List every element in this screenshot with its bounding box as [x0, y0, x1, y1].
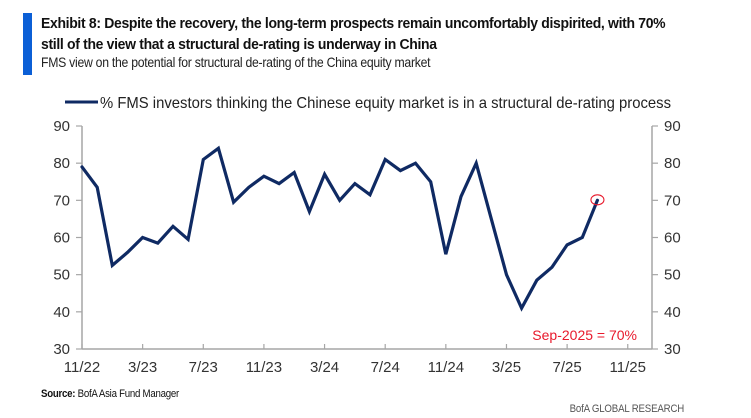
axes: 30 30 40 40 50 50 60 60 70 70 80 80 90 90 11/22 3/23 7/2… [53, 118, 680, 376]
y-tick-label-right: 40 [664, 304, 681, 321]
annotation-label: Sep-2025 = 70% [532, 327, 637, 343]
series-group [80, 145, 600, 312]
x-tick-label: 11/24 [428, 359, 464, 376]
chart-subtitle: FMS view on the potential for structural… [41, 55, 431, 70]
chart-title-line-2: still of the view that a structural de-r… [41, 36, 437, 53]
y-tick-label-right: 50 [664, 267, 681, 284]
source-label: Source: [41, 388, 76, 400]
x-tick-label: 7/23 [189, 359, 218, 376]
annotations: Sep-2025 = 70% [532, 194, 637, 343]
legend-label: % FMS investors thinking the Chinese equ… [100, 95, 671, 112]
title-accent-bar [23, 13, 32, 75]
chart-title-line-1: Exhibit 8: Despite the recovery, the lon… [41, 15, 666, 32]
y-tick-label-left: 80 [53, 155, 70, 172]
x-tick-label: 11/25 [610, 359, 646, 376]
x-tick-label: 3/25 [492, 359, 521, 376]
y-tick-label-right: 70 [664, 192, 681, 209]
x-tick-label: 7/25 [553, 359, 582, 376]
y-tick-label-left: 90 [53, 118, 70, 135]
legend: % FMS investors thinking the Chinese equ… [65, 95, 671, 112]
brand-label: BofA GLOBAL RESEARCH [569, 403, 685, 415]
y-tick-label-left: 30 [53, 341, 70, 358]
x-tick-label: 3/24 [310, 359, 339, 376]
chart-title: Exhibit 8: Despite the recovery, the lon… [41, 13, 685, 55]
x-tick-label: 3/23 [128, 359, 157, 376]
y-tick-label-right: 90 [664, 118, 681, 135]
x-tick-label: 7/24 [371, 359, 400, 376]
y-tick-label-left: 70 [53, 192, 70, 209]
y-tick-label-left: 50 [53, 267, 70, 284]
y-tick-label-left: 60 [53, 230, 70, 247]
y-tick-label-left: 40 [53, 304, 70, 321]
source-text: BofA Asia Fund Manager [77, 388, 180, 400]
y-tick-label-right: 80 [664, 155, 681, 172]
highlight-circle [590, 194, 605, 206]
x-tick-label: 11/23 [246, 359, 282, 376]
series-line [80, 145, 600, 312]
x-tick-label: 11/22 [64, 359, 100, 376]
source-note: Source: BofA Asia Fund Manager [41, 388, 179, 400]
y-tick-label-right: 60 [664, 230, 681, 247]
y-tick-label-right: 30 [664, 341, 681, 358]
